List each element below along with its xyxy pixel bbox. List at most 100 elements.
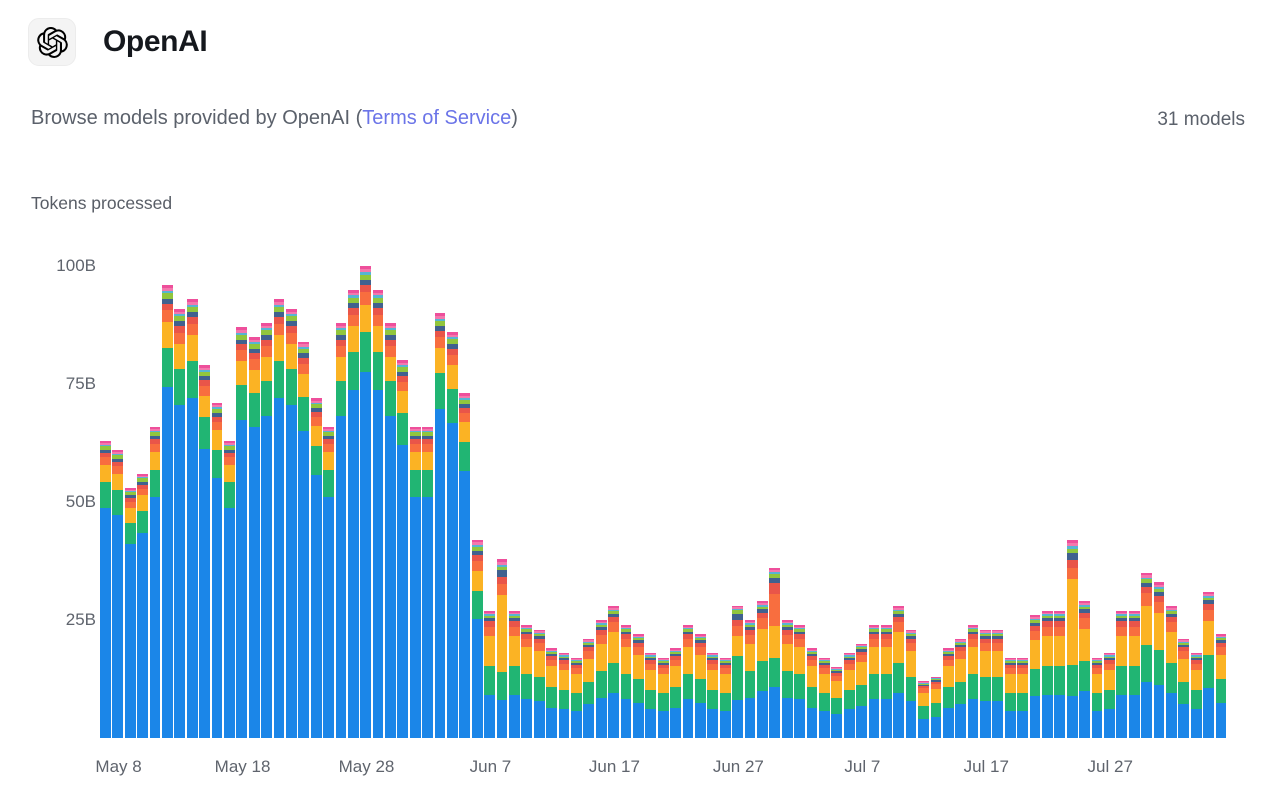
chart-bar-may-14[interactable] — [186, 299, 198, 738]
chart-bar-may-11[interactable] — [149, 426, 161, 738]
bar-segment-slate — [1153, 591, 1165, 596]
chart-bar-jun-29[interactable] — [756, 601, 768, 738]
chart-bar-may-10[interactable] — [137, 473, 148, 738]
chart-bar-jul-14[interactable] — [942, 648, 954, 738]
chart-bar-jun-18[interactable] — [620, 624, 632, 738]
chart-bar-jul-4[interactable] — [818, 657, 830, 738]
chart-bar-jun-12[interactable] — [546, 648, 558, 738]
chart-bar-jun-14[interactable] — [571, 657, 582, 738]
chart-bar-may-30[interactable] — [385, 322, 396, 738]
chart-bar-jul-25[interactable] — [1079, 601, 1091, 738]
chart-bar-may-17[interactable] — [223, 440, 235, 738]
chart-bar-jun-28[interactable] — [744, 620, 756, 738]
chart-bar-jun-5[interactable] — [459, 393, 471, 738]
chart-bar-jun-24[interactable] — [694, 634, 706, 738]
chart-bar-may-28[interactable] — [360, 266, 372, 738]
terms-of-service-link[interactable]: Terms of Service — [362, 107, 512, 129]
chart-bar-may-22[interactable] — [285, 308, 297, 738]
chart-bar-aug-5[interactable] — [1215, 634, 1227, 738]
chart-bar-may-12[interactable] — [161, 285, 173, 738]
chart-bar-jun-20[interactable] — [645, 653, 657, 738]
chart-bar-jun-6[interactable] — [471, 539, 483, 738]
chart-bar-jun-1[interactable] — [409, 426, 421, 738]
chart-bar-jun-23[interactable] — [682, 624, 694, 738]
chart-bar-may-23[interactable] — [298, 341, 310, 738]
chart-bar-jun-19[interactable] — [633, 634, 644, 738]
chart-bar-jun-2[interactable] — [422, 426, 434, 738]
chart-bar-jul-12[interactable] — [918, 681, 929, 738]
chart-bar-jul-31[interactable] — [1153, 582, 1165, 738]
chart-bar-jul-22[interactable] — [1042, 610, 1053, 738]
chart-bar-may-25[interactable] — [323, 426, 334, 738]
chart-bar-may-9[interactable] — [124, 487, 136, 738]
chart-bar-jul-1[interactable] — [781, 620, 793, 738]
chart-bar-jul-23[interactable] — [1054, 610, 1066, 738]
chart-bar-jun-25[interactable] — [707, 653, 719, 738]
chart-bar-jun-7[interactable] — [484, 610, 496, 738]
chart-bar-may-8[interactable] — [112, 450, 124, 738]
chart-bar-jul-13[interactable] — [930, 676, 942, 738]
chart-bar-may-31[interactable] — [397, 360, 409, 738]
chart-bar-may-27[interactable] — [347, 289, 359, 738]
chart-bar-jul-28[interactable] — [1116, 610, 1128, 738]
bar-segment-amber — [223, 465, 235, 483]
chart-bar-jun-17[interactable] — [608, 605, 619, 738]
chart-bar-may-16[interactable] — [211, 402, 223, 738]
chart-bar-jun-9[interactable] — [509, 610, 520, 738]
chart-bar-jun-8[interactable] — [496, 558, 508, 738]
chart-bar-jul-30[interactable] — [1141, 572, 1152, 738]
chart-bar-jul-5[interactable] — [831, 667, 843, 738]
chart-bar-aug-4[interactable] — [1203, 591, 1214, 738]
chart-bar-may-15[interactable] — [199, 365, 210, 738]
bar-segment-red — [657, 664, 669, 668]
chart-bar-may-7[interactable] — [100, 440, 111, 738]
chart-bar-jul-11[interactable] — [905, 629, 917, 738]
chart-bar-jul-9[interactable] — [880, 624, 892, 738]
chart-bar-jul-3[interactable] — [806, 648, 818, 738]
chart-bar-jul-26[interactable] — [1091, 657, 1103, 738]
chart-bar-jun-26[interactable] — [719, 657, 731, 738]
chart-bar-jul-10[interactable] — [893, 605, 905, 738]
chart-bar-jul-2[interactable] — [794, 624, 805, 738]
chart-bar-jul-20[interactable] — [1017, 657, 1029, 738]
chart-bar-jul-18[interactable] — [992, 629, 1004, 738]
chart-bar-jul-27[interactable] — [1104, 653, 1115, 738]
chart-bar-jul-17[interactable] — [980, 629, 991, 738]
chart-bar-jul-8[interactable] — [868, 624, 880, 738]
chart-bar-may-20[interactable] — [261, 322, 272, 738]
bar-segment-magenta — [459, 393, 471, 396]
bar-segment-green — [620, 674, 632, 700]
chart-bar-may-13[interactable] — [174, 308, 186, 738]
chart-bar-jun-30[interactable] — [769, 568, 781, 738]
chart-bar-jul-24[interactable] — [1066, 539, 1078, 738]
chart-bar-jun-16[interactable] — [595, 620, 607, 738]
chart-bar-may-29[interactable] — [372, 289, 384, 738]
chart-bar-jun-13[interactable] — [558, 653, 570, 738]
chart-bar-aug-2[interactable] — [1178, 638, 1190, 738]
chart-bar-may-21[interactable] — [273, 299, 285, 738]
chart-bar-jul-19[interactable] — [1004, 657, 1016, 738]
chart-bar-jun-15[interactable] — [583, 638, 595, 738]
chart-bar-jul-7[interactable] — [856, 643, 867, 738]
chart-bar-jun-27[interactable] — [732, 605, 743, 738]
chart-bar-jun-11[interactable] — [533, 629, 545, 738]
chart-bar-jun-3[interactable] — [434, 313, 446, 738]
chart-bar-jul-15[interactable] — [955, 638, 967, 738]
bar-segment-red — [546, 655, 558, 660]
chart-bar-jul-16[interactable] — [967, 624, 979, 738]
chart-bar-aug-3[interactable] — [1190, 653, 1202, 738]
chart-bar-may-18[interactable] — [236, 327, 248, 738]
chart-bar-jul-21[interactable] — [1029, 615, 1041, 738]
chart-bar-jun-21[interactable] — [657, 657, 669, 738]
chart-bar-jul-6[interactable] — [843, 653, 855, 738]
chart-bar-jun-4[interactable] — [447, 332, 458, 738]
bar-segment-blue — [1166, 693, 1177, 738]
chart-bar-may-19[interactable] — [248, 336, 260, 738]
chart-bar-may-24[interactable] — [310, 398, 322, 738]
chart-bar-jun-10[interactable] — [521, 624, 533, 738]
chart-bar-jun-22[interactable] — [670, 648, 681, 738]
bar-segment-magenta — [521, 624, 533, 627]
chart-bar-aug-1[interactable] — [1166, 605, 1177, 738]
chart-bar-may-26[interactable] — [335, 322, 347, 738]
chart-bar-jul-29[interactable] — [1128, 610, 1140, 738]
